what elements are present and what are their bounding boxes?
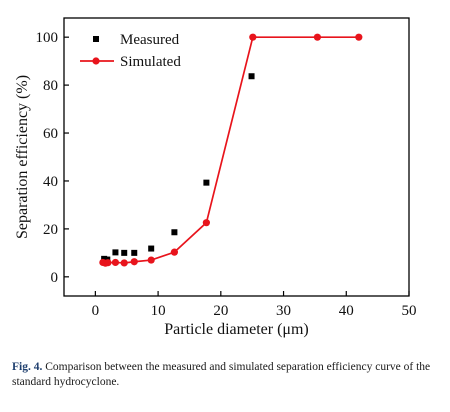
data-point xyxy=(148,245,155,252)
data-point xyxy=(104,259,112,267)
data-point xyxy=(111,258,120,267)
data-point xyxy=(202,219,210,227)
legend-marker-measured xyxy=(93,36,99,42)
y-tick-label: 80 xyxy=(43,78,58,94)
legend-label-simulated: Simulated xyxy=(120,54,181,70)
y-axis-ticks: 0 20 40 60 80 100 xyxy=(36,30,69,286)
data-point xyxy=(171,229,178,236)
x-tick-label: 50 xyxy=(402,303,417,319)
x-axis-ticks: 0 10 20 30 40 50 xyxy=(92,291,417,319)
series-simulated xyxy=(99,33,363,267)
data-point xyxy=(203,179,210,186)
data-point xyxy=(170,248,178,256)
y-tick-label: 100 xyxy=(36,30,59,46)
x-tick-label: 10 xyxy=(151,303,166,319)
data-point xyxy=(355,33,363,41)
figure-caption: Fig. 4. Comparison between the measured … xyxy=(12,360,432,390)
legend-marker-simulated xyxy=(92,57,100,65)
x-tick-label: 0 xyxy=(92,303,100,319)
y-tick-label: 60 xyxy=(43,126,58,142)
y-tick-label: 20 xyxy=(43,222,58,238)
data-point xyxy=(313,33,322,41)
data-point xyxy=(131,249,138,256)
data-point xyxy=(130,258,138,266)
data-point xyxy=(120,259,128,267)
figure-caption-label: Fig. 4. xyxy=(12,361,43,373)
data-point xyxy=(248,73,255,80)
chart: 0 10 20 30 40 50 0 20 40 60 80 100 Measured Simulat… xyxy=(14,17,417,338)
series-layer xyxy=(99,33,363,267)
series-line xyxy=(102,36,359,265)
plot-frame xyxy=(63,17,410,297)
legend-label-measured: Measured xyxy=(120,32,180,48)
x-axis-label: Particle diameter (μm) xyxy=(164,321,309,338)
series-measured xyxy=(101,73,255,263)
legend: Measured Simulated xyxy=(80,32,181,70)
data-point xyxy=(112,249,119,256)
x-tick-label: 30 xyxy=(276,303,291,319)
x-tick-label: 20 xyxy=(213,303,228,319)
data-point xyxy=(101,255,108,262)
y-tick-label: 40 xyxy=(43,174,58,190)
y-axis-label: Separation efficiency (%) xyxy=(14,75,31,239)
x-tick-label: 40 xyxy=(339,303,354,319)
figure-caption-text: Comparison between the measured and simu… xyxy=(12,361,431,388)
data-point xyxy=(249,33,257,41)
data-point xyxy=(147,256,155,264)
data-point xyxy=(121,249,128,256)
y-tick-label: 0 xyxy=(51,270,59,286)
